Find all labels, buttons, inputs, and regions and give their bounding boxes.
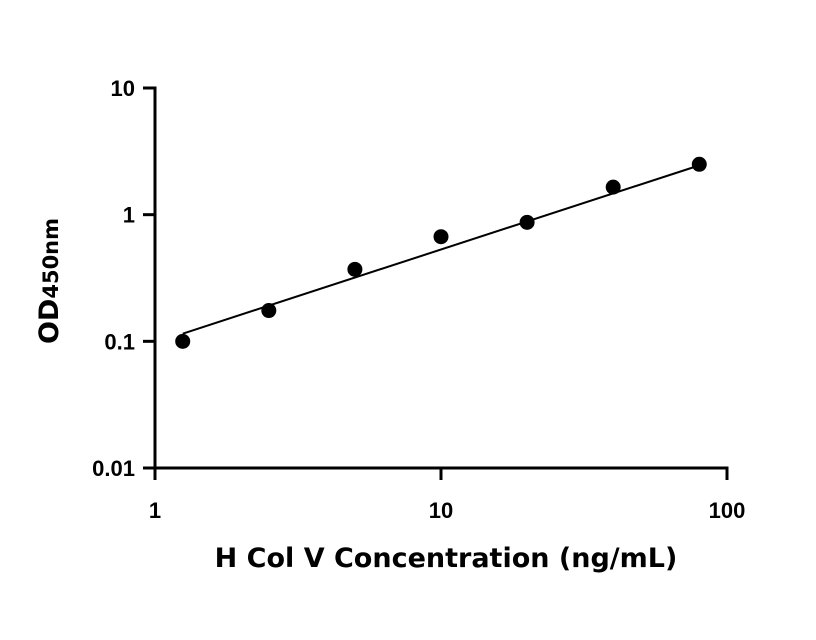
x-tick-label: 100	[709, 498, 746, 523]
y-tick-label: 10	[111, 76, 135, 101]
x-axis-title: H Col V Concentration (ng/mL)	[215, 543, 678, 574]
data-point	[605, 179, 621, 195]
y-tick-label: 1	[123, 203, 135, 228]
data-points	[175, 156, 707, 349]
data-point	[347, 261, 363, 277]
data-point	[175, 333, 191, 349]
data-point	[261, 303, 277, 319]
x-axis-ticks: 1 10 100	[149, 468, 745, 523]
y-tick-label: 0.01	[92, 456, 135, 481]
y-axis-title-subscript: 450nm	[39, 218, 63, 299]
x-tick-label: 10	[429, 498, 453, 523]
fit-curve	[182, 164, 700, 335]
x-tick-label: 1	[149, 498, 161, 523]
data-point	[519, 214, 535, 230]
y-axis-title: OD450nm	[34, 218, 65, 344]
y-axis-title-main: OD	[34, 299, 65, 344]
data-point	[691, 156, 707, 172]
y-tick-label: 0.1	[104, 329, 135, 354]
data-point	[433, 229, 449, 245]
y-axis-ticks: 0.01 0.1 1 10	[92, 76, 155, 481]
